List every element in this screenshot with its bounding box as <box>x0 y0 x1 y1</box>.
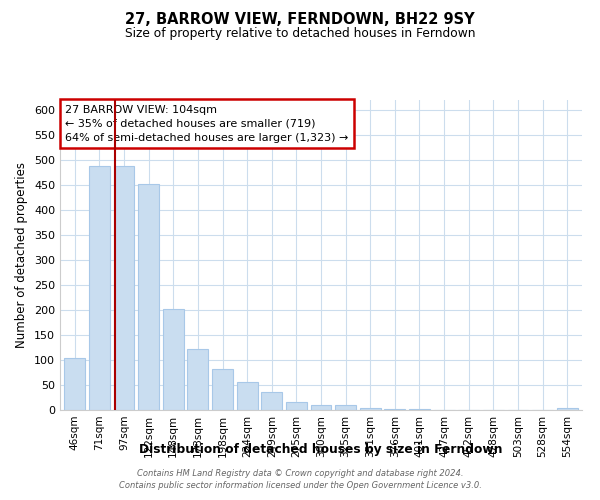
Bar <box>311 405 331 410</box>
Bar <box>557 408 578 410</box>
Bar <box>163 309 184 410</box>
Text: Contains HM Land Registry data © Crown copyright and database right 2024.: Contains HM Land Registry data © Crown c… <box>137 468 463 477</box>
Bar <box>286 402 307 410</box>
Text: 27, BARROW VIEW, FERNDOWN, BH22 9SY: 27, BARROW VIEW, FERNDOWN, BH22 9SY <box>125 12 475 28</box>
Bar <box>89 166 110 410</box>
Text: Size of property relative to detached houses in Ferndown: Size of property relative to detached ho… <box>125 28 475 40</box>
Bar <box>138 184 159 410</box>
Bar <box>64 358 85 410</box>
Bar <box>187 349 208 410</box>
Bar <box>261 392 282 410</box>
Text: Distribution of detached houses by size in Ferndown: Distribution of detached houses by size … <box>139 442 503 456</box>
Bar <box>360 408 381 410</box>
Text: Contains public sector information licensed under the Open Government Licence v3: Contains public sector information licen… <box>119 481 481 490</box>
Text: 27 BARROW VIEW: 104sqm
← 35% of detached houses are smaller (719)
64% of semi-de: 27 BARROW VIEW: 104sqm ← 35% of detached… <box>65 104 349 142</box>
Bar <box>409 409 430 410</box>
Bar <box>212 369 233 410</box>
Bar <box>236 382 257 410</box>
Y-axis label: Number of detached properties: Number of detached properties <box>16 162 28 348</box>
Bar <box>113 166 134 410</box>
Bar <box>335 405 356 410</box>
Bar <box>385 409 406 410</box>
